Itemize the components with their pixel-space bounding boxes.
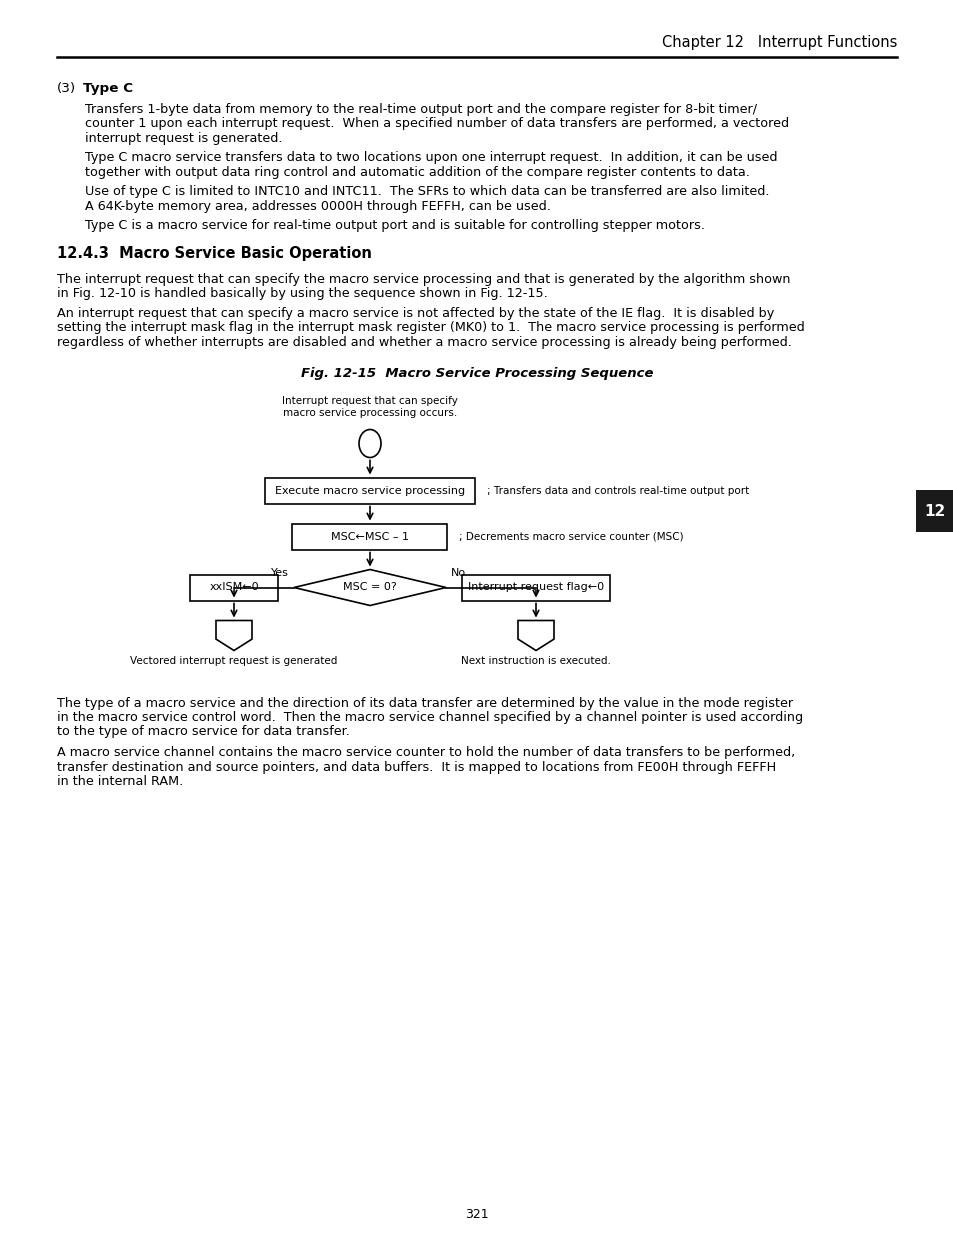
Text: The type of a macro service and the direction of its data transfer are determine: The type of a macro service and the dire…: [57, 697, 792, 709]
Text: MSC = 0?: MSC = 0?: [343, 583, 396, 593]
Bar: [915, 490, 953, 532]
Text: ; Decrements macro service counter (MSC): ; Decrements macro service counter (MSC): [459, 531, 683, 541]
Text: setting the interrupt mask flag in the interrupt mask register (MK0) to 1.  The : setting the interrupt mask flag in the i…: [57, 321, 804, 335]
Text: regardless of whether interrupts are disabled and whether a macro service proces: regardless of whether interrupts are dis…: [57, 336, 791, 350]
Text: Fig. 12-15  Macro Service Processing Sequence: Fig. 12-15 Macro Service Processing Sequ…: [300, 367, 653, 379]
Text: Transfers 1-byte data from memory to the real-time output port and the compare r: Transfers 1-byte data from memory to the…: [85, 103, 757, 116]
Bar: [461, 574, 609, 600]
Text: together with output data ring control and automatic addition of the compare reg: together with output data ring control a…: [85, 165, 749, 179]
Bar: [265, 478, 475, 504]
Text: Next instruction is executed.: Next instruction is executed.: [460, 657, 610, 667]
Text: Type C macro service transfers data to two locations upon one interrupt request.: Type C macro service transfers data to t…: [85, 152, 777, 164]
Text: transfer destination and source pointers, and data buffers.  It is mapped to loc: transfer destination and source pointers…: [57, 761, 776, 773]
Text: No: No: [451, 568, 466, 578]
Text: in Fig. 12-10 is handled basically by using the sequence shown in Fig. 12-15.: in Fig. 12-10 is handled basically by us…: [57, 288, 547, 300]
Text: in the internal RAM.: in the internal RAM.: [57, 776, 183, 788]
Text: interrupt request is generated.: interrupt request is generated.: [85, 132, 282, 144]
Text: Chapter 12   Interrupt Functions: Chapter 12 Interrupt Functions: [661, 35, 896, 49]
Text: Interrupt request flag←0: Interrupt request flag←0: [468, 583, 603, 593]
Text: MSC←MSC – 1: MSC←MSC – 1: [331, 531, 409, 541]
Text: A macro service channel contains the macro service counter to hold the number of: A macro service channel contains the mac…: [57, 746, 795, 760]
Text: Execute macro service processing: Execute macro service processing: [274, 485, 464, 495]
Text: Interrupt request that can specify
macro service processing occurs.: Interrupt request that can specify macro…: [282, 395, 457, 419]
Text: 12: 12: [923, 504, 944, 519]
Text: counter 1 upon each interrupt request.  When a specified number of data transfer: counter 1 upon each interrupt request. W…: [85, 117, 788, 131]
Text: 12.4.3  Macro Service Basic Operation: 12.4.3 Macro Service Basic Operation: [57, 246, 372, 261]
Bar: [293, 524, 447, 550]
Text: The interrupt request that can specify the macro service processing and that is : The interrupt request that can specify t…: [57, 273, 790, 287]
Text: Type C: Type C: [83, 82, 133, 95]
Text: An interrupt request that can specify a macro service is not affected by the sta: An interrupt request that can specify a …: [57, 308, 774, 320]
Text: (3): (3): [57, 82, 76, 95]
Text: Yes: Yes: [271, 568, 289, 578]
Bar: [190, 574, 277, 600]
Text: in the macro service control word.  Then the macro service channel specified by : in the macro service control word. Then …: [57, 711, 802, 724]
Text: A 64K-byte memory area, addresses 0000H through FEFFH, can be used.: A 64K-byte memory area, addresses 0000H …: [85, 200, 550, 212]
Text: ; Transfers data and controls real-time output port: ; Transfers data and controls real-time …: [486, 485, 748, 495]
Text: Vectored interrupt request is generated: Vectored interrupt request is generated: [131, 657, 337, 667]
Text: 321: 321: [465, 1209, 488, 1221]
Text: xxISM←0: xxISM←0: [209, 583, 258, 593]
Text: to the type of macro service for data transfer.: to the type of macro service for data tr…: [57, 725, 350, 739]
Text: Type C is a macro service for real-time output port and is suitable for controll: Type C is a macro service for real-time …: [85, 220, 704, 232]
Text: Use of type C is limited to INTC10 and INTC11.  The SFRs to which data can be tr: Use of type C is limited to INTC10 and I…: [85, 185, 769, 199]
